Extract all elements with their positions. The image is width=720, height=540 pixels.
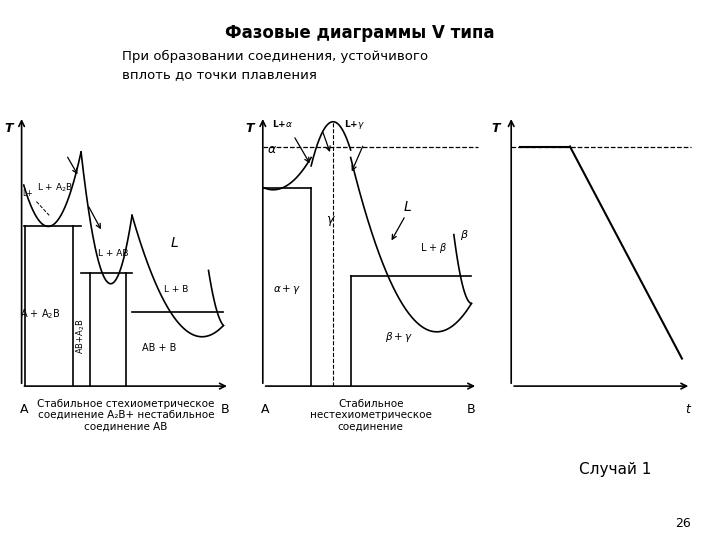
Text: L: L	[171, 236, 179, 250]
Text: B: B	[467, 403, 476, 416]
Text: $\gamma$: $\gamma$	[326, 214, 336, 228]
Text: AB + B: AB + B	[143, 342, 177, 353]
Text: L+: L+	[22, 189, 33, 198]
Text: L + B: L + B	[164, 285, 189, 294]
Text: $\beta + \gamma$: $\beta + \gamma$	[385, 329, 413, 343]
Text: L+$\gamma$: L+$\gamma$	[344, 118, 365, 131]
Text: L+$\alpha$: L+$\alpha$	[271, 118, 292, 129]
Text: L: L	[404, 200, 412, 214]
Text: AB+A$_2$B: AB+A$_2$B	[75, 319, 87, 354]
Text: L + A$_2$B: L + A$_2$B	[37, 181, 73, 194]
Text: $\alpha + \gamma$: $\alpha + \gamma$	[273, 283, 301, 296]
Text: 26: 26	[675, 517, 691, 530]
Text: A: A	[261, 403, 269, 416]
Text: L + AB: L + AB	[98, 249, 128, 259]
Text: T: T	[492, 122, 500, 134]
Text: B: B	[221, 403, 230, 416]
Text: L + $\beta$: L + $\beta$	[420, 241, 448, 255]
Text: Стабильное стехиометрическое
соединение A₂B+ нестабильное
соединение AB: Стабильное стехиометрическое соединение …	[37, 399, 215, 431]
Text: Случай 1: Случай 1	[580, 462, 652, 477]
Text: T: T	[4, 122, 13, 134]
Text: $\beta$: $\beta$	[461, 228, 469, 241]
Text: T: T	[246, 122, 254, 134]
Text: $\alpha$: $\alpha$	[266, 143, 276, 156]
Text: A + A$_2$B: A + A$_2$B	[20, 308, 61, 321]
Text: При образовании соединения, устойчивого
вплоть до точки плавления: При образовании соединения, устойчивого …	[122, 50, 428, 81]
Text: t: t	[685, 403, 690, 416]
Text: A: A	[19, 403, 28, 416]
Text: Стабильное
нестехиометрическое
соединение: Стабильное нестехиометрическое соединени…	[310, 399, 432, 431]
Text: Фазовые диаграммы V типа: Фазовые диаграммы V типа	[225, 24, 495, 42]
